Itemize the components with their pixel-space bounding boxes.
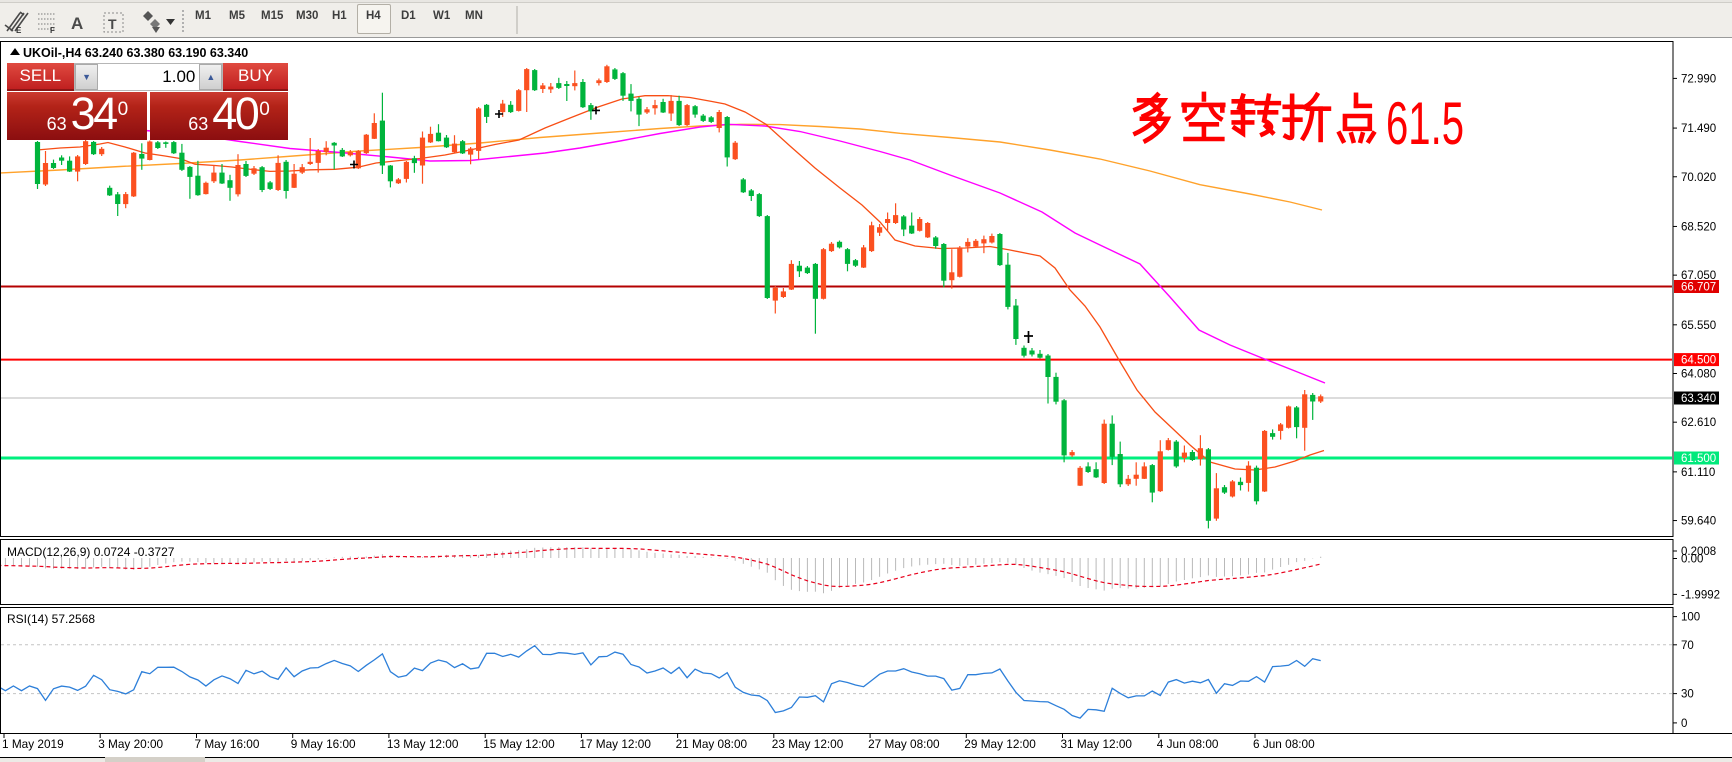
svg-text:70.020: 70.020 xyxy=(1681,172,1716,184)
svg-text:62.610: 62.610 xyxy=(1681,417,1716,429)
svg-text:21 May 08:00: 21 May 08:00 xyxy=(676,737,748,751)
svg-text:0.2008: 0.2008 xyxy=(1681,546,1716,558)
svg-text:0.00: 0.00 xyxy=(1681,554,1703,566)
svg-text:67.050: 67.050 xyxy=(1681,270,1716,282)
svg-text:23 May 12:00: 23 May 12:00 xyxy=(772,737,844,751)
svg-text:31 May 12:00: 31 May 12:00 xyxy=(1061,737,1133,751)
svg-text:64.080: 64.080 xyxy=(1681,368,1716,380)
svg-text:27 May 08:00: 27 May 08:00 xyxy=(868,737,940,751)
svg-text:7 May 16:00: 7 May 16:00 xyxy=(195,737,260,751)
svg-text:3 May 20:00: 3 May 20:00 xyxy=(98,737,163,751)
svg-text:13 May 12:00: 13 May 12:00 xyxy=(387,737,459,751)
svg-text:29 May 12:00: 29 May 12:00 xyxy=(964,737,1036,751)
svg-text:UKOil-,H4 63.240 63.380 63.19: UKOil-,H4 63.240 63.380 63.190 63.340 xyxy=(23,46,248,60)
svg-text:F: F xyxy=(50,26,55,35)
svg-text:59.640: 59.640 xyxy=(1681,516,1716,528)
svg-text:-1.9992: -1.9992 xyxy=(1681,589,1720,601)
svg-text:17 May 12:00: 17 May 12:00 xyxy=(579,737,651,751)
svg-text:66.707: 66.707 xyxy=(1681,282,1716,294)
svg-text:15 May 12:00: 15 May 12:00 xyxy=(483,737,555,751)
svg-text:RSI(14) 57.2568: RSI(14) 57.2568 xyxy=(7,612,95,626)
svg-text:61.500: 61.500 xyxy=(1681,453,1716,465)
svg-text:70: 70 xyxy=(1681,640,1694,652)
svg-text:72.990: 72.990 xyxy=(1681,73,1716,85)
svg-text:64.500: 64.500 xyxy=(1681,355,1716,367)
svg-text:71.490: 71.490 xyxy=(1681,123,1716,135)
svg-text:100: 100 xyxy=(1681,612,1700,624)
svg-text:MACD(12,26,9) 0.0724 -0.3727: MACD(12,26,9) 0.0724 -0.3727 xyxy=(7,545,175,559)
svg-text:61.5: 61.5 xyxy=(1386,90,1464,157)
svg-text:4 Jun 08:00: 4 Jun 08:00 xyxy=(1157,737,1219,751)
svg-text:6 Jun 08:00: 6 Jun 08:00 xyxy=(1253,737,1315,751)
svg-text:T: T xyxy=(108,16,117,32)
svg-text:30: 30 xyxy=(1681,689,1694,701)
svg-text:68.520: 68.520 xyxy=(1681,221,1716,233)
svg-text:9 May 16:00: 9 May 16:00 xyxy=(291,737,356,751)
svg-text:A: A xyxy=(71,14,83,33)
svg-text:63.340: 63.340 xyxy=(1681,393,1716,405)
svg-text:61.110: 61.110 xyxy=(1681,467,1715,479)
svg-text:0: 0 xyxy=(1681,718,1687,730)
svg-text:65.550: 65.550 xyxy=(1681,320,1716,332)
svg-text:1 May 2019: 1 May 2019 xyxy=(2,737,64,751)
svg-text:E: E xyxy=(16,26,22,35)
